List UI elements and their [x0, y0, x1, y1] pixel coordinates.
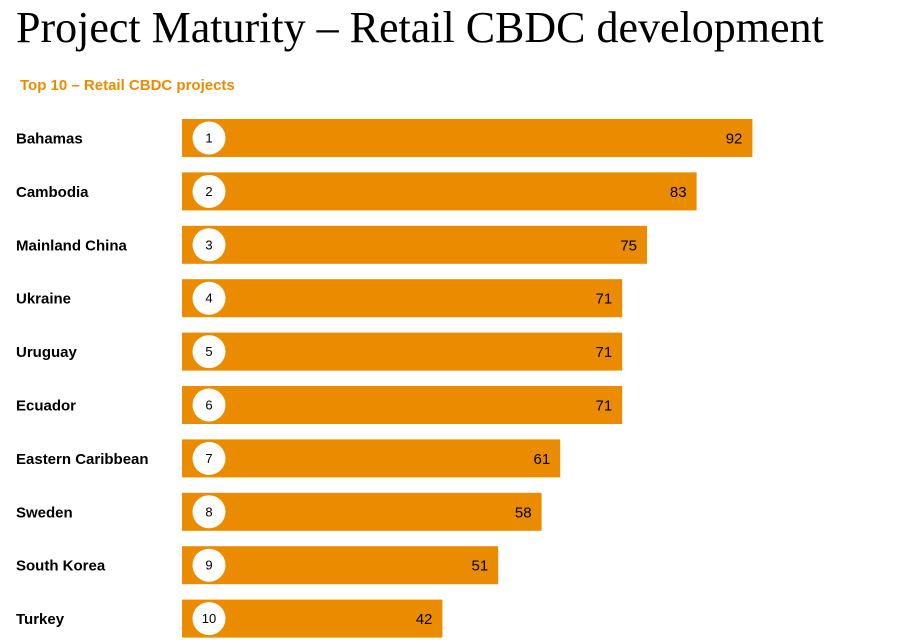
category-label: Turkey	[16, 611, 65, 628]
rank-label: 9	[205, 558, 212, 573]
bar	[182, 439, 561, 478]
category-label: Mainland China	[16, 237, 127, 254]
rank-label: 2	[205, 184, 212, 199]
bar	[182, 119, 753, 157]
rank-badge	[192, 602, 226, 636]
value-label: 83	[670, 184, 687, 201]
bar	[182, 225, 647, 264]
bar	[182, 492, 542, 531]
rank-badge	[192, 228, 226, 262]
rank-label: 3	[205, 237, 212, 252]
category-label: Bahamas	[16, 131, 83, 148]
category-label: Cambodia	[16, 184, 89, 201]
rank-badge	[192, 388, 226, 422]
rank-badge	[192, 335, 226, 369]
bar	[182, 332, 623, 371]
rank-badge	[192, 548, 226, 582]
value-label: 71	[596, 291, 613, 308]
rank-label: 4	[205, 291, 212, 306]
rank-label: 10	[202, 611, 216, 626]
value-label: 42	[416, 611, 433, 628]
value-label: 71	[596, 398, 613, 415]
category-label: Eastern Caribbean	[16, 451, 149, 468]
category-label: Sweden	[16, 504, 73, 521]
rank-label: 6	[205, 398, 212, 413]
value-label: 51	[472, 558, 489, 575]
rank-badge	[192, 174, 226, 208]
value-label: 61	[534, 451, 551, 468]
value-label: 71	[596, 344, 613, 361]
rank-badge	[192, 121, 226, 155]
page-title: Project Maturity – Retail CBDC developme…	[16, 3, 824, 52]
value-label: 92	[726, 131, 743, 148]
value-label: 75	[620, 237, 637, 254]
chart-subtitle: Top 10 – Retail CBDC projects	[20, 77, 235, 94]
rank-label: 1	[205, 131, 212, 146]
bar	[182, 279, 623, 318]
rank-label: 8	[205, 504, 212, 519]
rank-badge	[192, 495, 226, 529]
category-label: Ukraine	[16, 291, 71, 308]
rank-label: 5	[205, 344, 212, 359]
category-label: Uruguay	[16, 344, 78, 361]
value-label: 58	[515, 504, 532, 521]
bar	[182, 172, 697, 211]
rank-badge	[192, 281, 226, 315]
rank-badge	[192, 441, 226, 475]
bar	[182, 386, 623, 424]
category-label: Ecuador	[16, 398, 76, 415]
rank-label: 7	[205, 451, 212, 466]
bar	[182, 546, 499, 585]
category-label: South Korea	[16, 558, 106, 575]
